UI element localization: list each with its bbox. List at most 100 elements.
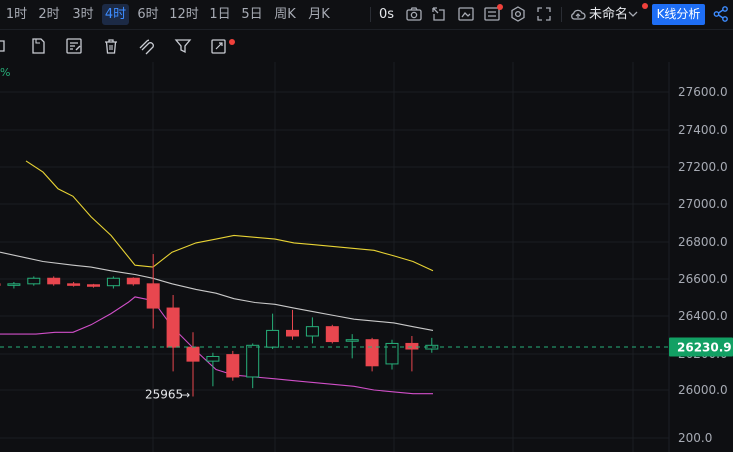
- ma-line: [0, 251, 434, 331]
- candle[interactable]: [166, 295, 180, 372]
- interval-12h[interactable]: 12时: [169, 7, 199, 22]
- trash-icon[interactable]: [102, 37, 120, 55]
- candle-body: [7, 283, 21, 286]
- percent-marker: %: [0, 66, 10, 79]
- candle[interactable]: [405, 335, 419, 372]
- gear-icon[interactable]: [509, 5, 527, 23]
- interval-4h[interactable]: 4时: [102, 4, 129, 25]
- candle-body: [365, 339, 379, 367]
- price-axis-label: 26600.0: [678, 272, 728, 286]
- candle[interactable]: [425, 337, 439, 353]
- last-price-value: 26230.9: [677, 340, 732, 354]
- last-price-badge-bg: [669, 337, 733, 357]
- interval-3h[interactable]: 3时: [72, 7, 94, 22]
- fullscreen-icon[interactable]: [535, 5, 553, 23]
- candle-body: [27, 277, 41, 285]
- candle[interactable]: [27, 276, 41, 286]
- candle[interactable]: [7, 281, 21, 289]
- magnet-icon[interactable]: [138, 37, 156, 55]
- price-axis: 27600.0 27400.0 27200.0 27000.0 26800.0 26600…: [678, 85, 728, 445]
- min-price-label: 25965: [145, 388, 183, 402]
- notification-dot: [229, 39, 235, 45]
- ma-line: [25, 160, 434, 272]
- candle[interactable]: [266, 313, 280, 350]
- min-price-arrow: →: [181, 389, 190, 402]
- interval-month[interactable]: 月K: [308, 7, 330, 22]
- candle[interactable]: [67, 281, 81, 287]
- price-axis-label: 26000.0: [678, 383, 728, 397]
- candle[interactable]: [87, 283, 100, 288]
- popout-icon[interactable]: [430, 5, 448, 23]
- kline-analysis-button[interactable]: K线分析: [652, 4, 705, 25]
- toolbar-divider: [370, 7, 371, 22]
- candle-body: [106, 277, 120, 287]
- candle-body: [385, 342, 399, 365]
- settings-icon[interactable]: [483, 5, 501, 23]
- candle-body: [286, 329, 299, 337]
- interval-6h[interactable]: 6时: [137, 7, 159, 22]
- candle[interactable]: [106, 276, 120, 289]
- price-axis-label: 26800.0: [678, 235, 728, 249]
- candle-body: [67, 283, 81, 286]
- indicator-icon[interactable]: [0, 37, 12, 55]
- price-axis-label: 27200.0: [678, 160, 728, 174]
- candle-body: [325, 326, 339, 343]
- price-axis-label: 26400.0: [678, 309, 728, 323]
- ma-line: [0, 296, 433, 395]
- notification-dot: [497, 4, 503, 10]
- interval-1h[interactable]: 1时: [5, 7, 28, 22]
- image-icon[interactable]: [457, 5, 475, 23]
- candle[interactable]: [345, 334, 359, 359]
- camera-icon[interactable]: [405, 5, 423, 23]
- candle-body: [186, 346, 200, 362]
- candle-body: [166, 307, 180, 348]
- price-axis-label: 27000.0: [678, 197, 728, 211]
- candle[interactable]: [286, 309, 299, 340]
- copy-icon[interactable]: [30, 37, 48, 55]
- drawing-toolbar: [0, 30, 733, 62]
- layout-name[interactable]: 未命名: [589, 7, 629, 22]
- candle-body: [87, 284, 100, 287]
- candle-body: [266, 329, 280, 348]
- candle[interactable]: [206, 352, 220, 387]
- replay-icon[interactable]: [210, 37, 228, 55]
- candle[interactable]: [47, 276, 61, 286]
- candle[interactable]: [126, 277, 140, 286]
- seconds-label[interactable]: 0s: [379, 7, 395, 22]
- share-icon[interactable]: [712, 5, 730, 23]
- candlestick-chart[interactable]: % 25965 → 27600.0 27400.0 27200.0 27000.0 26…: [0, 62, 733, 452]
- toolbar-divider: [561, 7, 562, 22]
- candle[interactable]: [385, 339, 399, 370]
- candle[interactable]: [226, 350, 240, 381]
- candle[interactable]: [186, 332, 200, 397]
- candle[interactable]: [365, 337, 379, 372]
- interval-5d[interactable]: 5日: [241, 7, 263, 22]
- moving-average-lines: [0, 160, 434, 395]
- price-axis-label: 200.0: [678, 431, 712, 445]
- price-axis-label: 27400.0: [678, 123, 728, 137]
- candle-body: [226, 354, 240, 378]
- candle-body: [126, 277, 140, 285]
- notification-dot: [642, 3, 648, 9]
- candle[interactable]: [246, 343, 260, 389]
- candles: [0, 254, 439, 397]
- chart-grid: [0, 62, 669, 452]
- interval-1d[interactable]: 1日: [209, 7, 231, 22]
- chevron-down-icon[interactable]: [627, 5, 639, 23]
- cloud-icon[interactable]: [569, 5, 587, 23]
- filter-icon[interactable]: [174, 37, 192, 55]
- interval-week[interactable]: 周K: [274, 7, 296, 22]
- last-price-badge: 26230.9: [669, 337, 733, 357]
- candle[interactable]: [325, 324, 339, 344]
- edit-list-icon[interactable]: [65, 37, 83, 55]
- top-toolbar: 1时 2时 3时 4时 6时 12时 1日 5日 周K 月K 0s 未命名 K线…: [0, 0, 733, 30]
- candle[interactable]: [305, 317, 319, 344]
- candle-body: [405, 342, 419, 350]
- price-axis-label: 27600.0: [678, 85, 728, 99]
- candle-body: [345, 339, 359, 342]
- interval-2h[interactable]: 2时: [38, 7, 60, 22]
- candle-body: [305, 326, 319, 337]
- candle[interactable]: [146, 254, 160, 329]
- candle-body: [47, 277, 61, 285]
- candle-body: [146, 283, 160, 309]
